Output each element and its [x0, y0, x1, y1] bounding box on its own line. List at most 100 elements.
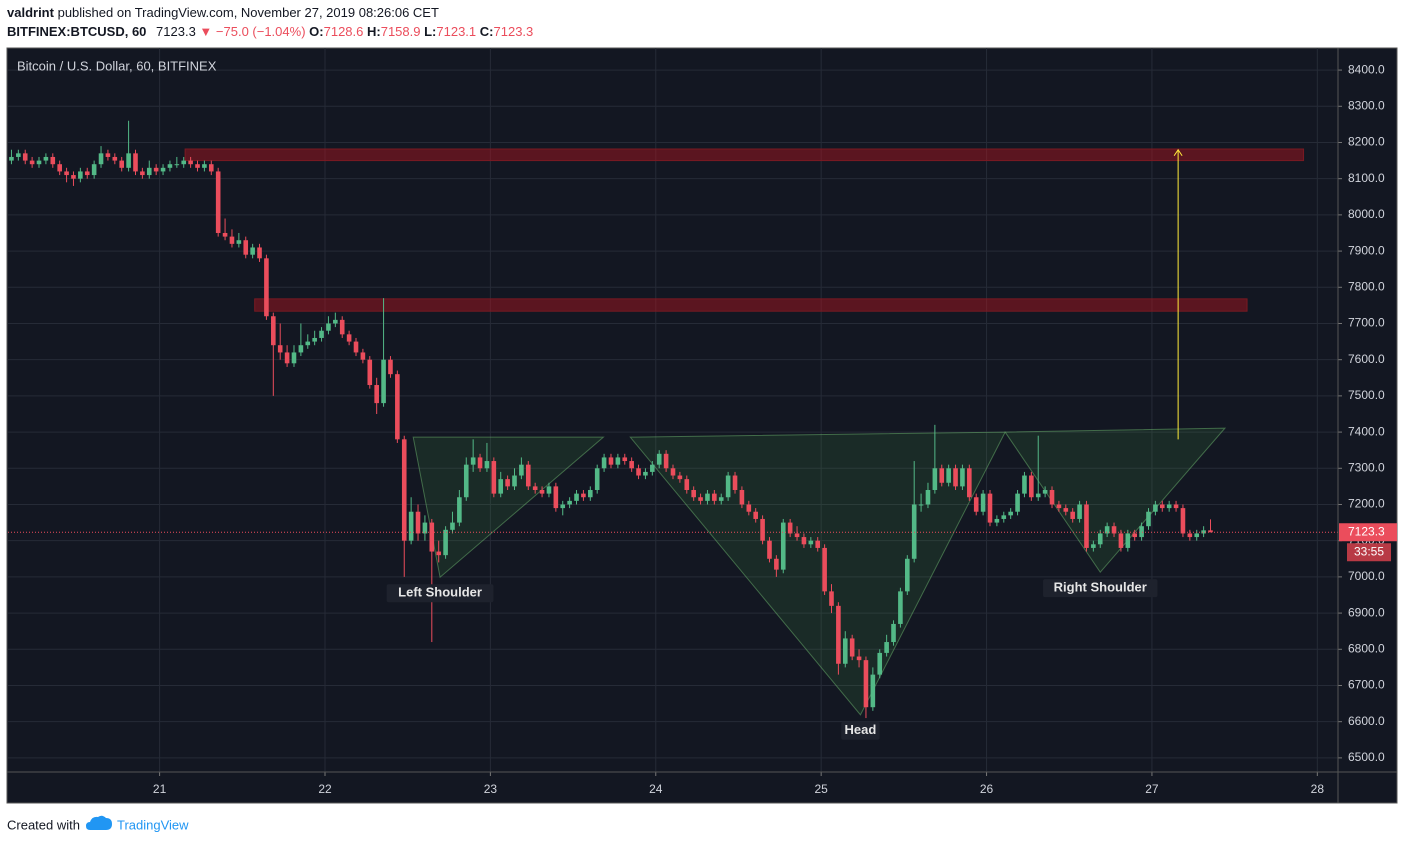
candle-body [780, 522, 786, 570]
candle-body [767, 540, 772, 559]
plot: 6500.06600.06700.06800.06900.07000.07100… [8, 48, 1397, 796]
y-tick-label: 6800.0 [1348, 641, 1385, 655]
pattern-triangle [629, 431, 1006, 716]
candle-body [50, 156, 56, 165]
candle-body [705, 493, 710, 501]
candle-body [16, 153, 21, 157]
candle-body [319, 330, 324, 338]
candle-body [395, 374, 400, 440]
symbol-line: BITFINEX:BTCUSD, 60 7123.3 ▼ −75.0 (−1.0… [7, 24, 533, 39]
candle-body [994, 518, 1000, 523]
candle-body [539, 490, 545, 494]
candle-body [656, 453, 662, 465]
candle-body [133, 153, 138, 172]
candle-body [202, 164, 207, 168]
candle-body [119, 160, 125, 168]
candle-body [918, 504, 924, 506]
candle-body [98, 153, 104, 165]
candle-body [953, 468, 958, 487]
candle-body [477, 457, 483, 469]
candle-body [326, 323, 331, 331]
author: valdrint [7, 5, 55, 20]
y-tick-label: 7200.0 [1348, 497, 1385, 511]
candle-body [608, 457, 614, 465]
chart-title: Bitcoin / U.S. Dollar, 60, BITFINEX [17, 58, 217, 73]
candle-body [22, 153, 28, 161]
candle-body [898, 591, 903, 624]
candle-body [1139, 526, 1144, 538]
candle-body [195, 164, 200, 168]
candle-body [353, 341, 359, 353]
candle-body [401, 439, 407, 541]
candle-body [367, 359, 373, 386]
pattern-triangle [412, 436, 605, 579]
ohlc-label: O: [309, 24, 323, 39]
candle-body [718, 497, 724, 501]
candle-body [1153, 504, 1158, 512]
ohlc-value: 7158.9 [381, 24, 421, 39]
candle-body [636, 468, 641, 476]
arrow-head [1173, 148, 1183, 156]
candle-body [1104, 526, 1110, 534]
candle-body [346, 334, 352, 342]
candle-body [339, 319, 345, 335]
candle-body [160, 167, 166, 172]
candle-body [429, 522, 435, 552]
candle-body [360, 352, 366, 360]
symbol: BITFINEX:BTCUSD, 60 [7, 24, 146, 39]
candle-body [1091, 544, 1096, 548]
candle-body [36, 160, 42, 165]
candle-body [684, 479, 690, 491]
candle-body [298, 345, 304, 353]
candle-body [1180, 508, 1186, 534]
candle-body [1118, 533, 1124, 548]
candle-body [601, 457, 607, 469]
resistance-zone [184, 148, 1305, 162]
candle-body [815, 540, 821, 548]
candle-body [381, 359, 386, 404]
resistance-zone [254, 298, 1248, 312]
y-tick-label: 8200.0 [1348, 135, 1385, 149]
candle-body [284, 352, 290, 364]
candle-body [463, 464, 469, 498]
candle-body [1125, 533, 1131, 548]
candle-body [1042, 490, 1048, 494]
candle-body [870, 674, 876, 708]
price-tag-label: 7123.3 [1348, 524, 1385, 538]
candle-body [663, 453, 669, 469]
candle-body [305, 341, 311, 346]
candle-body [1166, 504, 1172, 509]
candle-body [911, 504, 917, 559]
candle-body [615, 457, 621, 465]
y-tick-label: 8300.0 [1348, 98, 1385, 112]
candle-body [980, 493, 986, 512]
candle-body [525, 464, 531, 487]
candle-body [1077, 504, 1082, 519]
candle-body [450, 522, 455, 530]
candle-body [153, 167, 159, 172]
ohlc-label: H: [367, 24, 381, 39]
change: ▼ −75.0 (−1.04%) [199, 24, 305, 39]
x-tick-label: 23 [484, 782, 498, 796]
candle-body [643, 471, 648, 476]
candle-body [856, 656, 862, 661]
candle-body [388, 359, 393, 375]
candle-body [484, 461, 490, 469]
label-box [386, 584, 494, 603]
candle-body [1194, 533, 1200, 538]
candle-body [725, 475, 731, 498]
pattern-label: Right Shoulder [1054, 580, 1147, 595]
candle-body [691, 490, 696, 498]
candle-body [581, 493, 586, 498]
chart-frame [6, 47, 1398, 804]
candle-body [78, 171, 83, 179]
footer-brand: TradingView [117, 817, 189, 832]
candle-body [333, 319, 338, 324]
candle-body [836, 605, 841, 664]
candle-body [1056, 504, 1062, 509]
candle-body [271, 316, 276, 346]
price-tag [1339, 523, 1397, 542]
candle-body [932, 468, 938, 491]
candle-body [312, 337, 317, 342]
y-tick-label: 8400.0 [1348, 62, 1385, 76]
